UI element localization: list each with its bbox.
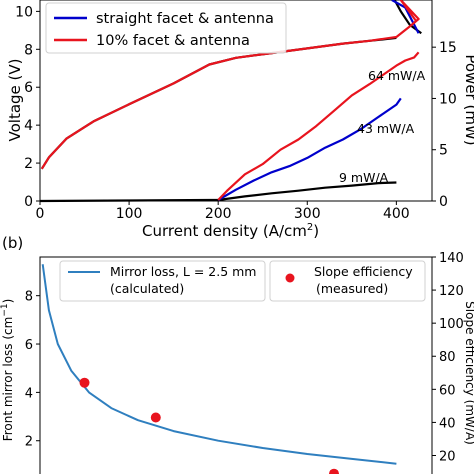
ytick-label-a-right-10: 10 (439, 91, 457, 107)
panel-b: (b) 2 4 6 8 20 40 60 80 100 120 140 Mirror loss, L… (0, 234, 474, 474)
ytick-label-a-left-0: 0 (24, 194, 33, 210)
annotation-9: 9 mW/A (339, 170, 389, 185)
ytick-label-a-left-10: 10 (15, 4, 33, 20)
panel-b-label: (b) (2, 234, 23, 252)
ytick-label-a-right-15: 15 (439, 40, 457, 56)
legend-box-b2 (269, 260, 426, 302)
legend-label-slope-sub: (measured) (316, 281, 388, 296)
legend-label-mirror-loss: Mirror loss, L = 2.5 mm (110, 264, 256, 279)
ytick-label-b-right-100: 100 (439, 317, 464, 332)
legend-swatch-slope (285, 273, 295, 283)
ytick-label-a-left-6: 6 (24, 80, 33, 96)
panel-b-series (41, 264, 397, 474)
ytick-label-b-right-60: 60 (439, 383, 456, 398)
slope-point-1 (150, 412, 161, 423)
xtick-label-a-300: 300 (294, 206, 321, 222)
ytick-label-b-right-80: 80 (439, 350, 456, 365)
ytick-label-b-right-140: 140 (439, 251, 464, 266)
annotation-43: 43 mW/A (357, 121, 415, 136)
xtick-label-a-100: 100 (116, 206, 143, 222)
ytick-label-a-left-8: 8 (24, 42, 33, 58)
panel-b-legend: Mirror loss, L = 2.5 mm (calculated) Slo… (59, 260, 426, 302)
ytick-label-b-right-40: 40 (439, 416, 456, 431)
y-axis-label-slope-efficiency: Slope efficiency (mW/A) (463, 301, 474, 445)
panel-b-frame (39, 256, 433, 474)
xtick-label-a-0: 0 (36, 206, 45, 222)
series-a-6 (217, 51, 420, 201)
mirror-loss-curve (41, 264, 397, 465)
x-axis-label-current: Current density (A/cm2) (142, 222, 319, 240)
xtick-label-a-400: 400 (383, 206, 410, 222)
ytick-label-b-left-8: 8 (25, 290, 33, 305)
ytick-label-b-left-2: 2 (25, 435, 33, 450)
panel-a-frame (39, 0, 433, 202)
series-a-4 (39, 181, 397, 203)
ytick-label-a-right-0: 0 (439, 194, 448, 210)
ytick-label-b-right-20: 20 (439, 449, 456, 464)
legend-box-b1 (59, 260, 266, 302)
ytick-label-a-left-2: 2 (24, 156, 33, 172)
xtick-label-a-200: 200 (205, 206, 232, 222)
slope-point-2 (329, 468, 339, 474)
legend-label-slope: Slope efficiency (314, 264, 413, 279)
ytick-label-a-right-5: 5 (439, 143, 448, 159)
legend-label-10pct: 10% facet & antenna (96, 33, 250, 49)
ytick-label-b-left-4: 4 (25, 386, 33, 401)
ytick-label-b-left-6: 6 (25, 338, 33, 353)
legend-label-straight: straight facet & antenna (96, 11, 274, 27)
ytick-label-a-left-4: 4 (24, 118, 33, 134)
legend-box (45, 2, 287, 54)
y-axis-label-mirror-loss: Front mirror loss (cm−1) (0, 299, 15, 442)
panel-a-legend: straight facet & antenna 10% facet & ant… (45, 2, 287, 54)
ytick-label-b-right-120: 120 (439, 284, 464, 299)
annotation-64: 64 mW/A (368, 68, 426, 83)
y-axis-label-power: Power (mW) (462, 54, 474, 145)
y-axis-label-voltage: Voltage (V) (6, 59, 24, 142)
slope-point-0 (79, 377, 90, 388)
series-a-5 (217, 97, 402, 201)
legend-label-mirror-loss-sub: (calculated) (110, 281, 184, 296)
panel-b-ticks: 2 4 6 8 20 40 60 80 100 120 140 (25, 251, 464, 464)
